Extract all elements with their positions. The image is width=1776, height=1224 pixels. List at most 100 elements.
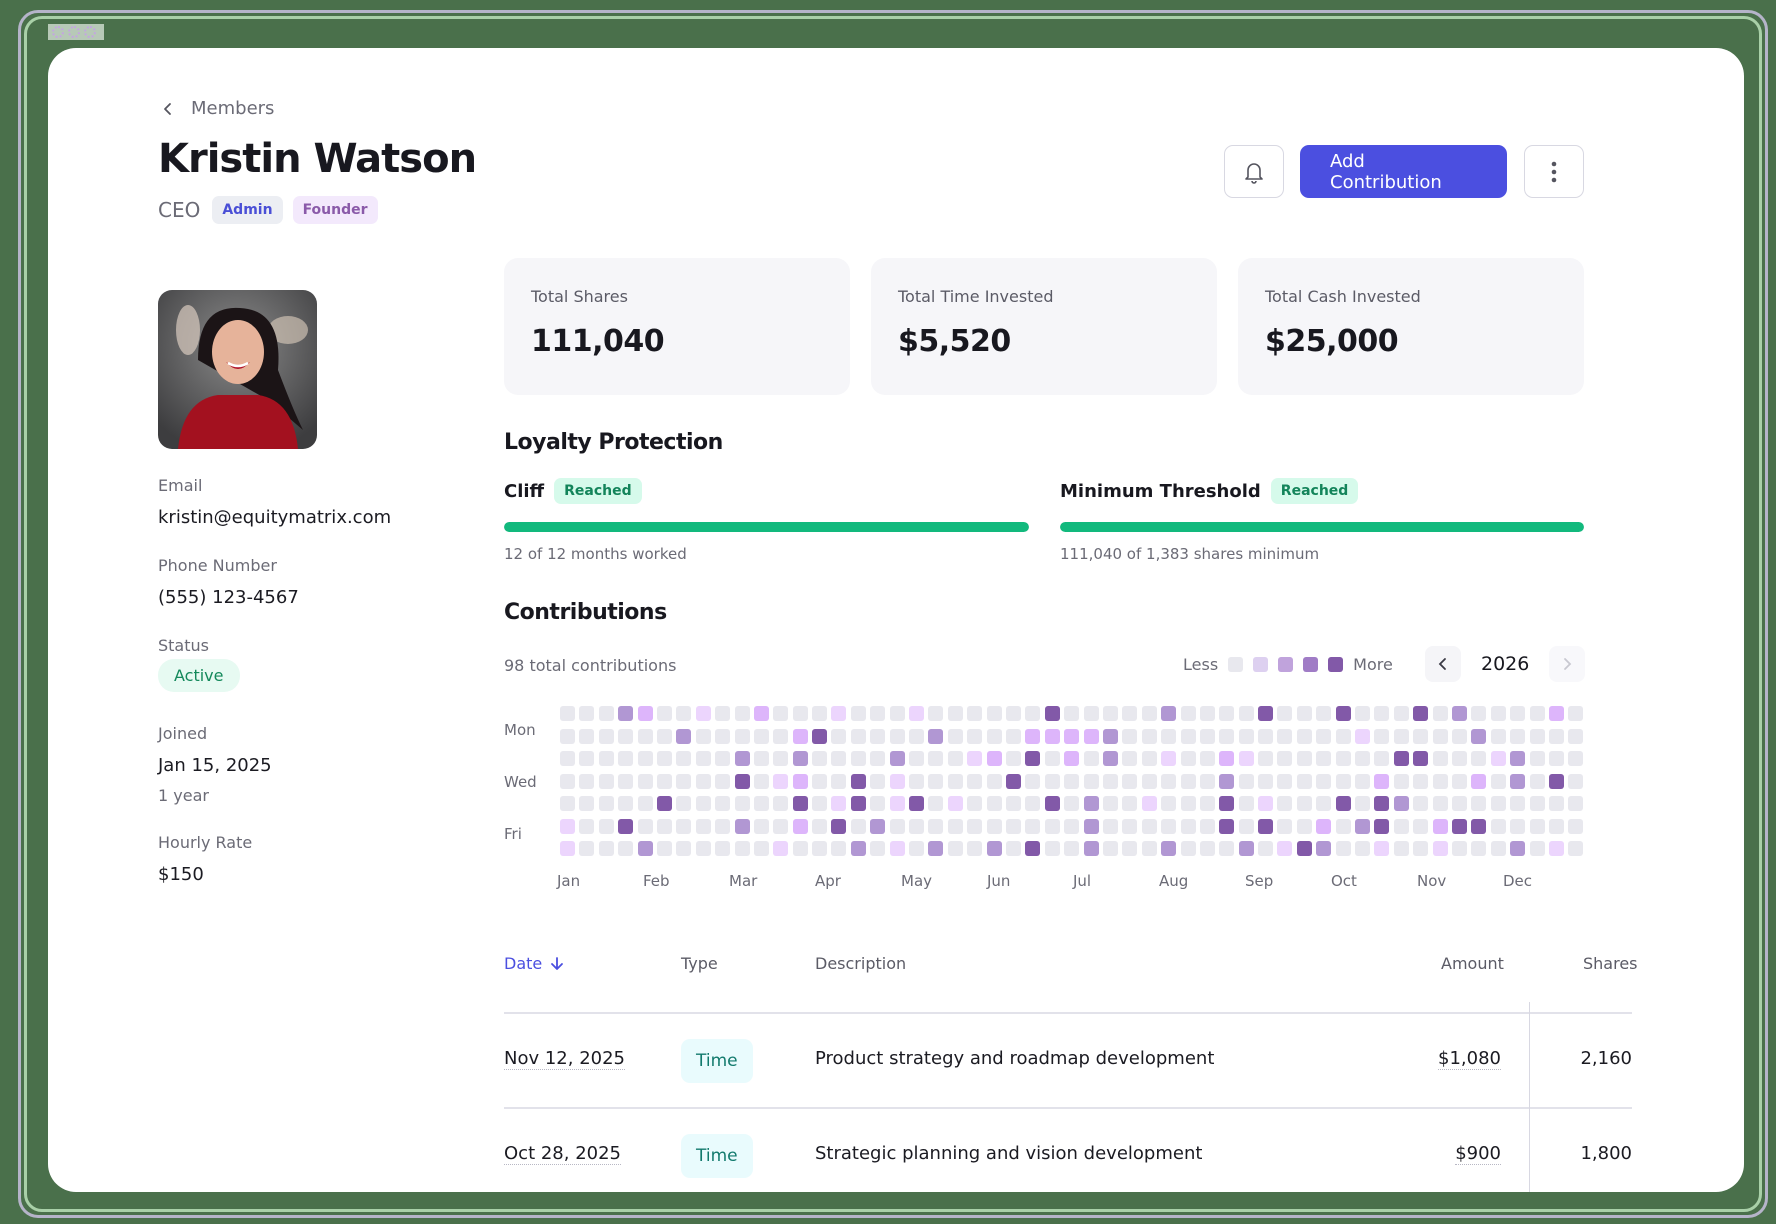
- heatmap-cell[interactable]: [1432, 773, 1448, 789]
- heatmap-cell[interactable]: [1161, 728, 1177, 744]
- maximize-dot-icon[interactable]: [84, 26, 96, 38]
- heatmap-cell[interactable]: [637, 773, 653, 789]
- heatmap-cell[interactable]: [812, 773, 828, 789]
- heatmap-cell[interactable]: [1005, 818, 1021, 834]
- heatmap-cell[interactable]: [870, 751, 886, 766]
- heatmap-cell[interactable]: [637, 728, 653, 744]
- heatmap-cell[interactable]: [753, 818, 769, 834]
- heatmap-cell[interactable]: [812, 796, 828, 811]
- heatmap-cell[interactable]: [1122, 841, 1138, 856]
- heatmap-cell[interactable]: [656, 728, 672, 744]
- heatmap-cell[interactable]: [715, 841, 731, 856]
- heatmap-cell[interactable]: [753, 841, 769, 856]
- heatmap-cell[interactable]: [1180, 706, 1196, 721]
- more-options-button[interactable]: [1524, 145, 1584, 198]
- heatmap-cell[interactable]: [1296, 773, 1312, 789]
- heatmap-cell[interactable]: [812, 728, 828, 744]
- heatmap-cell[interactable]: [1355, 751, 1371, 766]
- heatmap-cell[interactable]: [1490, 796, 1506, 811]
- heatmap-cell[interactable]: [986, 751, 1002, 766]
- heatmap-cell[interactable]: [579, 706, 595, 721]
- heatmap-cell[interactable]: [1296, 841, 1312, 856]
- heatmap-cell[interactable]: [715, 796, 731, 811]
- heatmap-cell[interactable]: [850, 841, 866, 856]
- heatmap-cell[interactable]: [1548, 841, 1564, 856]
- heatmap-cell[interactable]: [812, 706, 828, 721]
- heatmap-cell[interactable]: [1161, 773, 1177, 789]
- heatmap-cell[interactable]: [1451, 706, 1467, 721]
- heatmap-cell[interactable]: [1122, 773, 1138, 789]
- heatmap-cell[interactable]: [598, 818, 614, 834]
- heatmap-cell[interactable]: [831, 751, 847, 766]
- heatmap-cell[interactable]: [1374, 706, 1390, 721]
- close-dot-icon[interactable]: [52, 26, 64, 38]
- heatmap-cell[interactable]: [812, 751, 828, 766]
- heatmap-cell[interactable]: [1199, 818, 1215, 834]
- heatmap-cell[interactable]: [1005, 728, 1021, 744]
- heatmap-cell[interactable]: [1568, 818, 1584, 834]
- heatmap-cell[interactable]: [1199, 751, 1215, 766]
- heatmap-cell[interactable]: [1044, 773, 1060, 789]
- heatmap-cell[interactable]: [889, 841, 905, 856]
- heatmap-cell[interactable]: [1122, 751, 1138, 766]
- heatmap-cell[interactable]: [1277, 841, 1293, 856]
- heatmap-cell[interactable]: [579, 841, 595, 856]
- heatmap-cell[interactable]: [1374, 728, 1390, 744]
- heatmap-cell[interactable]: [1335, 841, 1351, 856]
- heatmap-cell[interactable]: [1510, 773, 1526, 789]
- heatmap-cell[interactable]: [831, 773, 847, 789]
- heatmap-cell[interactable]: [1199, 773, 1215, 789]
- heatmap-cell[interactable]: [1393, 796, 1409, 811]
- heatmap-cell[interactable]: [947, 751, 963, 766]
- heatmap-cell[interactable]: [1277, 773, 1293, 789]
- heatmap-cell[interactable]: [947, 773, 963, 789]
- heatmap-cell[interactable]: [1180, 841, 1196, 856]
- heatmap-cell[interactable]: [1083, 728, 1099, 744]
- heatmap-cell[interactable]: [560, 773, 575, 789]
- heatmap-cell[interactable]: [1199, 728, 1215, 744]
- heatmap-cell[interactable]: [1413, 796, 1429, 811]
- heatmap-cell[interactable]: [928, 841, 944, 856]
- heatmap-cell[interactable]: [773, 841, 789, 856]
- heatmap-cell[interactable]: [967, 818, 983, 834]
- heatmap-cell[interactable]: [850, 773, 866, 789]
- heatmap-cell[interactable]: [1044, 706, 1060, 721]
- heatmap-cell[interactable]: [792, 796, 808, 811]
- heatmap-cell[interactable]: [676, 706, 692, 721]
- heatmap-cell[interactable]: [1529, 706, 1545, 721]
- heatmap-cell[interactable]: [1568, 841, 1584, 856]
- heatmap-cell[interactable]: [1432, 751, 1448, 766]
- heatmap-cell[interactable]: [792, 728, 808, 744]
- heatmap-cell[interactable]: [1238, 751, 1254, 766]
- heatmap-cell[interactable]: [1122, 796, 1138, 811]
- heatmap-cell[interactable]: [618, 751, 634, 766]
- th-shares[interactable]: Shares: [1583, 954, 1638, 973]
- heatmap-cell[interactable]: [1258, 773, 1274, 789]
- heatmap-cell[interactable]: [1316, 796, 1332, 811]
- heatmap-cell[interactable]: [1025, 751, 1041, 766]
- heatmap-cell[interactable]: [618, 796, 634, 811]
- heatmap-cell[interactable]: [695, 841, 711, 856]
- heatmap-cell[interactable]: [947, 706, 963, 721]
- heatmap-cell[interactable]: [1005, 773, 1021, 789]
- heatmap-cell[interactable]: [1238, 796, 1254, 811]
- heatmap-cell[interactable]: [618, 706, 634, 721]
- heatmap-cell[interactable]: [909, 773, 925, 789]
- heatmap-cell[interactable]: [1219, 751, 1235, 766]
- heatmap-cell[interactable]: [1005, 796, 1021, 811]
- heatmap-cell[interactable]: [870, 796, 886, 811]
- heatmap-cell[interactable]: [1296, 751, 1312, 766]
- heatmap-cell[interactable]: [947, 841, 963, 856]
- heatmap-cell[interactable]: [773, 818, 789, 834]
- heatmap-cell[interactable]: [579, 818, 595, 834]
- heatmap-cell[interactable]: [676, 773, 692, 789]
- heatmap-cell[interactable]: [1064, 728, 1080, 744]
- heatmap-cell[interactable]: [1393, 728, 1409, 744]
- heatmap-cell[interactable]: [579, 751, 595, 766]
- heatmap-cell[interactable]: [598, 773, 614, 789]
- heatmap-cell[interactable]: [1451, 841, 1467, 856]
- heatmap-cell[interactable]: [792, 773, 808, 789]
- heatmap-cell[interactable]: [1413, 706, 1429, 721]
- heatmap-cell[interactable]: [1335, 796, 1351, 811]
- heatmap-cell[interactable]: [1064, 818, 1080, 834]
